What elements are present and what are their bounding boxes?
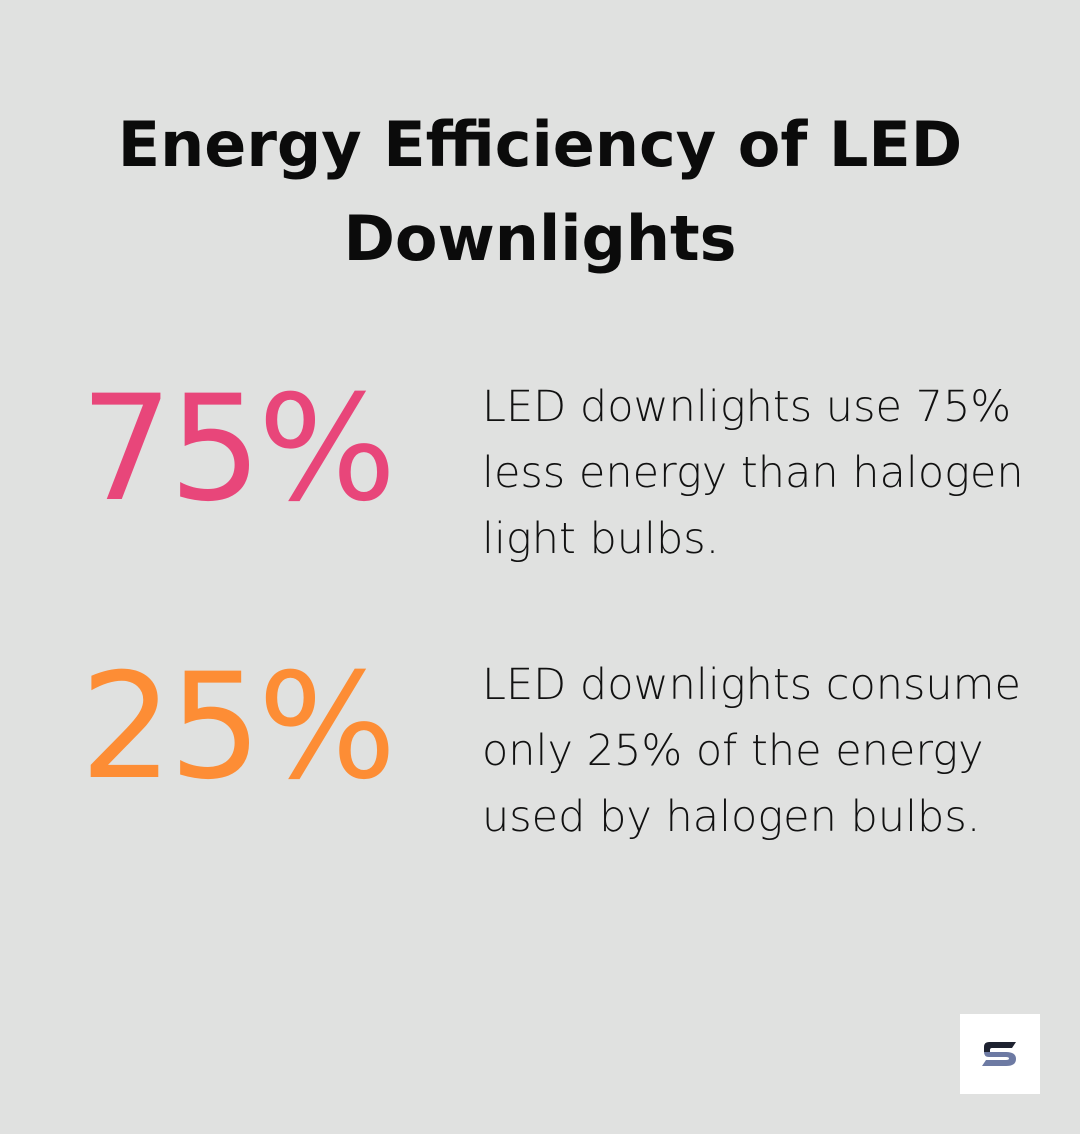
stat-description-75: LED downlights use 75% less energy than … — [482, 382, 1024, 564]
stat-description-25: LED downlights consume only 25% of the e… — [482, 660, 1022, 842]
stat-value-25: 25% — [80, 642, 397, 812]
brand-logo — [960, 1014, 1040, 1094]
stat-value-75: 75% — [80, 364, 397, 534]
page-title: Energy Efficiency of LED Downlights — [117, 108, 963, 275]
brand-s-logo-icon — [982, 1042, 1016, 1066]
